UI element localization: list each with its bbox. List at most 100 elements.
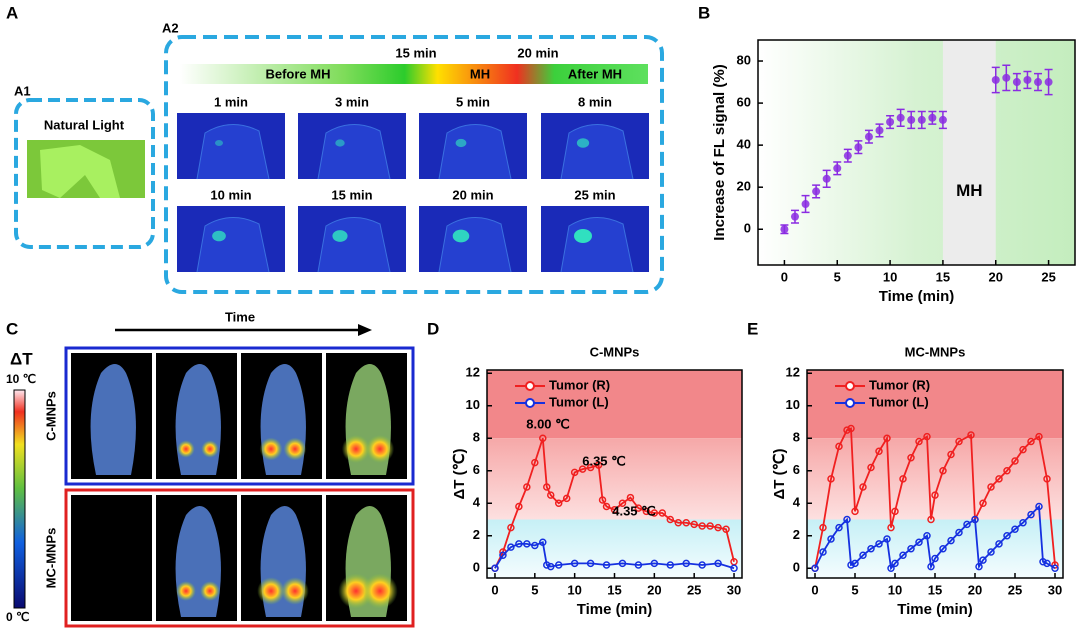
signal xyxy=(212,230,226,242)
point xyxy=(491,564,499,572)
point xyxy=(938,115,947,124)
y-tick-label: 60 xyxy=(737,95,751,110)
point xyxy=(531,541,539,550)
point xyxy=(626,493,635,502)
x-tick-label: 25 xyxy=(687,582,701,597)
x-tick-label: 20 xyxy=(989,269,1003,284)
point xyxy=(650,559,659,568)
point xyxy=(539,538,547,546)
point xyxy=(714,559,722,568)
point xyxy=(907,545,915,553)
chart-title: MC-MNPs xyxy=(905,344,966,359)
hot-spot xyxy=(201,440,219,458)
y-tick-label: 0 xyxy=(793,560,800,575)
point xyxy=(586,463,595,472)
thermal-frame xyxy=(71,495,152,621)
annotation: 6.35 ℃ xyxy=(582,453,626,468)
frame-label: 8 min xyxy=(578,94,612,109)
point xyxy=(859,551,867,559)
photo-subject xyxy=(40,145,120,198)
point xyxy=(859,483,867,491)
hot-spot xyxy=(283,437,307,461)
point xyxy=(1035,502,1043,511)
caption: Natural Light xyxy=(44,117,125,132)
point xyxy=(682,519,690,527)
point xyxy=(907,115,916,124)
mouse-outline xyxy=(317,124,391,180)
point xyxy=(975,562,983,571)
x-tick-label: 20 xyxy=(647,582,661,597)
hot-spot xyxy=(200,581,220,601)
point xyxy=(947,450,955,459)
scale-title: ΔT xyxy=(10,349,33,368)
background xyxy=(758,40,1075,265)
annotation: 8.00 ℃ xyxy=(526,416,570,431)
a2-frame xyxy=(164,35,664,294)
y-tick-label: 40 xyxy=(737,137,751,152)
x-axis-title: Time (min) xyxy=(577,601,653,618)
region xyxy=(942,40,996,265)
y-tick-label: 4 xyxy=(473,495,481,510)
legend-label: Tumor (L) xyxy=(869,394,929,409)
point xyxy=(907,454,915,462)
point xyxy=(1011,525,1019,533)
point xyxy=(1012,78,1021,87)
point xyxy=(634,561,643,569)
mouse-outline xyxy=(560,217,634,273)
x-tick-label: 30 xyxy=(1048,582,1062,597)
point xyxy=(1043,475,1051,483)
y-tick-label: 2 xyxy=(473,527,480,542)
y-tick-label: 4 xyxy=(793,495,801,510)
sub-label: A1 xyxy=(14,83,31,98)
timeline-marker: 15 min xyxy=(395,45,436,60)
point xyxy=(899,551,907,559)
point xyxy=(1051,564,1059,572)
point xyxy=(896,113,905,122)
legend-marker xyxy=(525,398,535,408)
legend-label: Tumor (L) xyxy=(549,394,609,409)
point xyxy=(602,561,611,569)
point xyxy=(1027,510,1035,519)
point xyxy=(963,520,971,529)
hot-spot xyxy=(362,573,398,609)
y-tick-label: 12 xyxy=(466,365,480,380)
point xyxy=(864,132,873,141)
zone-mid xyxy=(807,438,1063,520)
point xyxy=(539,434,547,442)
point xyxy=(819,548,827,556)
point xyxy=(547,491,555,499)
x-tick-label: 10 xyxy=(888,582,902,597)
point xyxy=(578,465,587,473)
y-tick-label: 8 xyxy=(473,430,480,445)
point xyxy=(1023,75,1032,84)
mouse-outline xyxy=(196,124,270,180)
frame-label: 25 min xyxy=(574,187,615,202)
hot-spot xyxy=(259,437,283,461)
x-tick-label: 0 xyxy=(491,582,498,597)
point xyxy=(875,126,884,135)
point xyxy=(642,507,651,516)
point xyxy=(698,561,706,569)
point xyxy=(594,461,603,469)
point xyxy=(835,442,843,451)
point xyxy=(819,523,827,532)
point xyxy=(967,431,975,439)
point xyxy=(995,475,1003,483)
signal xyxy=(332,230,348,242)
point xyxy=(812,187,821,196)
timeline-label: Before MH xyxy=(265,66,330,81)
x-tick-label: 0 xyxy=(811,582,818,597)
x-tick-label: 5 xyxy=(851,582,858,597)
row-label: MC-MNPs xyxy=(43,528,58,589)
y-tick-label: 10 xyxy=(786,397,800,412)
point xyxy=(730,564,738,572)
point xyxy=(891,559,899,568)
point xyxy=(666,561,675,569)
point xyxy=(523,483,531,491)
hot-spot xyxy=(281,577,309,605)
y-tick-label: 12 xyxy=(786,365,800,380)
point xyxy=(875,447,883,455)
point xyxy=(507,543,515,551)
